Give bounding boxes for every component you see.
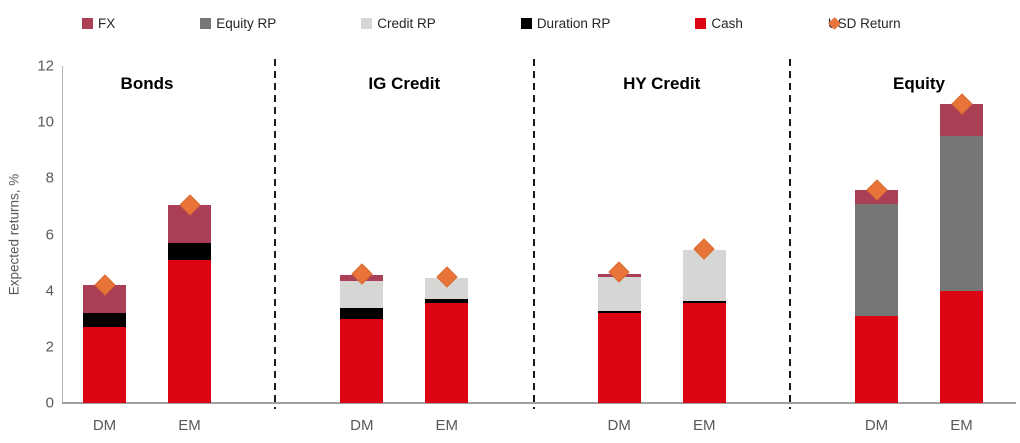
legend-swatch-icon (695, 17, 707, 29)
bar-segment-duration-rp (597, 311, 641, 314)
y-tick-label: 6 (45, 226, 54, 243)
bar-segment-cash (597, 313, 641, 403)
legend-label: Duration RP (536, 15, 611, 31)
x-axis-line (62, 402, 1016, 404)
legend-label: Credit RP (377, 15, 436, 31)
bar-segment-duration-rp (425, 299, 469, 304)
y-tick-label: 8 (45, 169, 54, 187)
bar-segment-cash (940, 290, 983, 403)
group-title-ig-credit: IG Credit (368, 74, 441, 93)
legend-swatch-icon (520, 17, 532, 29)
bar-segment-cash (682, 303, 726, 403)
y-tick-label: 0 (45, 394, 54, 412)
legend-item-fx: FX (82, 16, 115, 31)
group-separator-line (533, 59, 535, 409)
bar-segment-equity-rp (940, 136, 983, 291)
y-tick-label: 12 (37, 57, 54, 75)
x-category-label-dm: DM (350, 417, 374, 434)
group-title-hy-credit: HY Credit (623, 74, 701, 93)
y-tick-label: 4 (45, 282, 54, 300)
bar-segment-cash (340, 318, 384, 403)
legend-label: Cash (711, 15, 743, 31)
legend: FX Equity RP Credit RP Duration RP Cash USD R… (82, 12, 901, 34)
legend-swatch-icon (82, 17, 93, 29)
legend-item-duration-rp: Duration RP (520, 15, 611, 31)
bar-segment-cash (425, 303, 469, 403)
legend-item-usd-return: USD Return (828, 16, 901, 31)
x-category-label-em: EM (692, 417, 716, 434)
bar-segment-equity-rp (855, 203, 898, 316)
y-tick-label: 10 (37, 113, 54, 131)
group-separator-line (789, 59, 791, 409)
legend-label: Equity RP (216, 15, 277, 31)
legend-item-cash: Cash (695, 16, 743, 31)
legend-item-equity-rp: Equity RP (200, 16, 276, 31)
x-category-label-dm: DM (607, 417, 631, 434)
y-axis-line (62, 66, 63, 403)
bar-segment-duration-rp (83, 313, 126, 328)
bar-segment-credit-rp (425, 278, 469, 300)
bar-segment-duration-rp (340, 307, 384, 319)
group-separator-line (274, 59, 276, 409)
group-title-equity: Equity (893, 74, 945, 93)
legend-item-credit-rp: Credit RP (361, 16, 436, 31)
legend-swatch-icon (361, 17, 373, 29)
x-category-label-dm: DM (92, 417, 117, 434)
y-tick-label: 2 (45, 338, 54, 356)
x-category-label-em: EM (178, 417, 201, 434)
legend-label: FX (98, 15, 116, 31)
bar-segment-duration-rp (168, 242, 211, 260)
bar-segment-duration-rp (682, 301, 726, 304)
group-title-bonds: Bonds (120, 74, 174, 93)
x-category-label-em: EM (950, 417, 973, 434)
legend-swatch-icon (200, 17, 212, 29)
bar-segment-credit-rp (340, 280, 384, 308)
legend-label: USD Return (827, 15, 901, 31)
x-category-label-dm: DM (864, 417, 889, 434)
bar-segment-cash (855, 315, 898, 403)
x-category-label-em: EM (435, 417, 459, 434)
bar-segment-cash (168, 259, 211, 403)
bar-segment-cash (83, 327, 126, 403)
